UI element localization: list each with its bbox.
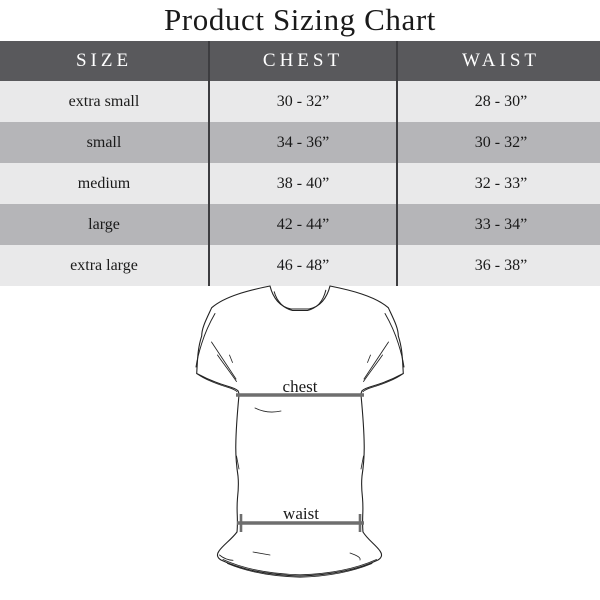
svg-text:waist: waist (283, 504, 319, 523)
svg-text:chest: chest (283, 377, 318, 396)
